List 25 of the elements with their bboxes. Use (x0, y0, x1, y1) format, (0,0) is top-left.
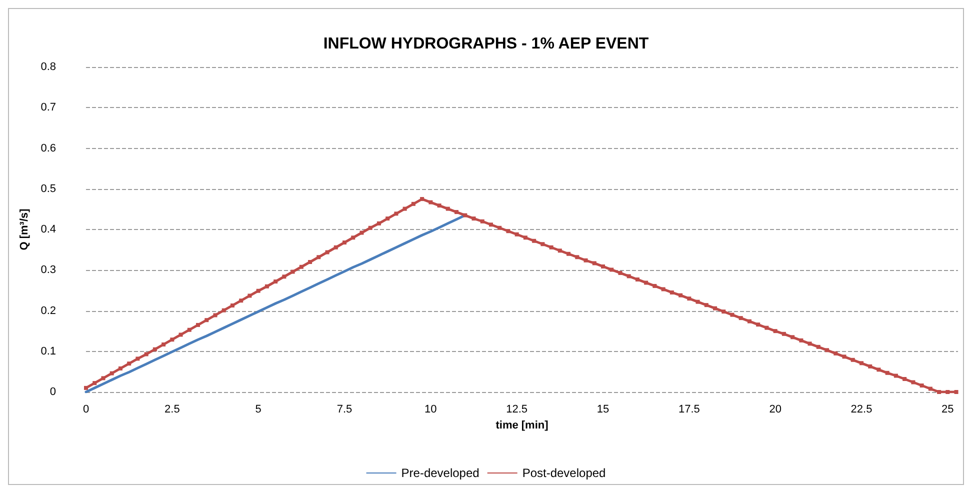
y-tick-label: 0.1 (40, 345, 56, 358)
x-tick-label: 12.5 (506, 404, 528, 416)
y-axis-title: Q [m³/s] (18, 208, 30, 250)
y-tick-label: 0 (50, 386, 56, 398)
y-tick-label: 0.4 (40, 224, 56, 236)
legend-label: Pre-developed (401, 466, 480, 480)
x-tick-label: 7.5 (336, 404, 352, 416)
x-tick-label: 22.5 (850, 404, 872, 416)
x-axis-title: time [min] (496, 420, 549, 432)
x-tick-label: 25 (942, 404, 954, 416)
y-tick-label: 0.6 (40, 142, 56, 154)
y-tick-label: 0.8 (40, 61, 56, 73)
x-tick-label: 15 (596, 404, 610, 416)
y-tick-label: 0.7 (40, 102, 56, 114)
y-tick-label: 0.3 (40, 264, 56, 276)
x-tick-label: 2.5 (164, 404, 180, 416)
y-tick-label: 0.2 (40, 304, 56, 317)
x-tick-label: 10 (424, 404, 437, 416)
legend-label: Post-developed (522, 466, 606, 480)
x-tick-label: 5 (255, 404, 262, 416)
chart-title: INFLOW HYDROGRAPHS - 1% AEP EVENT (323, 36, 649, 52)
x-tick-label: 0 (82, 404, 90, 416)
x-tick-label: 20 (769, 404, 782, 416)
x-tick-label: 17.5 (678, 404, 700, 416)
y-tick-label: 0.5 (40, 182, 56, 195)
